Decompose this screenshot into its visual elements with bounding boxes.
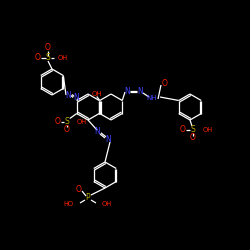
Text: OH: OH	[102, 201, 112, 207]
Text: S: S	[46, 54, 51, 62]
Text: OH: OH	[77, 118, 87, 124]
Text: O: O	[76, 184, 82, 194]
Text: O: O	[162, 78, 168, 88]
Text: N: N	[124, 88, 130, 96]
Text: OH: OH	[92, 92, 102, 98]
Text: O: O	[64, 125, 70, 134]
Text: N: N	[73, 94, 79, 102]
Text: O: O	[45, 44, 51, 52]
Text: NH: NH	[147, 95, 157, 101]
Text: O: O	[55, 117, 61, 126]
Text: P: P	[86, 194, 90, 202]
Text: S: S	[64, 117, 69, 126]
Text: N: N	[65, 90, 71, 100]
Text: O: O	[35, 54, 41, 62]
Text: N: N	[105, 136, 111, 144]
Text: O: O	[180, 126, 186, 134]
Text: N: N	[137, 88, 143, 96]
Text: HO: HO	[64, 201, 74, 207]
Text: S: S	[191, 126, 196, 134]
Text: O: O	[190, 134, 196, 142]
Text: OH: OH	[58, 55, 68, 61]
Text: OH: OH	[203, 127, 213, 133]
Text: N: N	[94, 128, 100, 136]
